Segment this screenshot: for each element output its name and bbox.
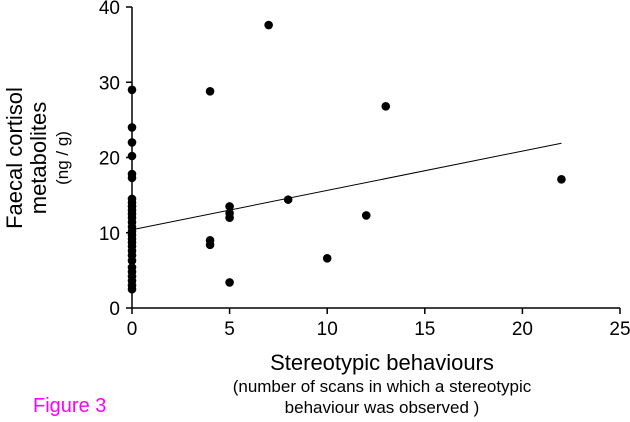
x-tick-label: 25 bbox=[609, 319, 630, 340]
data-point bbox=[127, 123, 137, 132]
data-point bbox=[225, 278, 234, 287]
data-point bbox=[127, 256, 137, 265]
data-point bbox=[127, 173, 137, 183]
x-axis-subtitle-line1: (number of scans in which a stereotypic bbox=[233, 377, 532, 396]
trendline bbox=[131, 142, 562, 231]
data-point bbox=[264, 20, 273, 30]
y-axis-title: Faecal cortisol metabolites (ng / g) bbox=[2, 87, 72, 229]
x-tick-label: 5 bbox=[224, 319, 235, 340]
y-axis-title-line2: metabolites bbox=[26, 102, 51, 215]
data-point bbox=[381, 102, 391, 111]
data-point bbox=[127, 151, 137, 161]
y-axis-title-line1: Faecal cortisol bbox=[2, 87, 27, 229]
x-ticks: 0 5 10 15 20 25 bbox=[127, 308, 630, 340]
y-axis-unit: (ng / g) bbox=[53, 131, 72, 185]
data-point bbox=[283, 195, 293, 204]
x-tick-label: 10 bbox=[317, 319, 338, 340]
figure-label: Figure 3 bbox=[33, 395, 106, 417]
data-point bbox=[205, 86, 215, 96]
data-point bbox=[205, 240, 215, 250]
data-point bbox=[127, 85, 137, 95]
y-tick-label: 0 bbox=[109, 299, 120, 320]
y-tick-label: 40 bbox=[99, 0, 120, 19]
data-point bbox=[557, 175, 566, 184]
data-point bbox=[361, 211, 371, 220]
data-point bbox=[225, 202, 234, 211]
data-point bbox=[127, 284, 137, 294]
x-axis-subtitle-line2: behaviour was observed ) bbox=[285, 398, 480, 417]
y-axis: 0 10 20 30 40 bbox=[99, 0, 133, 320]
data-point bbox=[225, 213, 234, 222]
data-point bbox=[127, 138, 137, 147]
y-tick-label: 20 bbox=[99, 149, 120, 170]
x-axis: 0 5 10 15 20 25 bbox=[127, 307, 630, 340]
y-tick-label: 30 bbox=[99, 73, 120, 94]
data-points bbox=[127, 20, 566, 294]
y-tick-label: 10 bbox=[99, 224, 120, 245]
x-tick-label: 0 bbox=[127, 319, 138, 340]
data-point bbox=[322, 254, 332, 263]
x-axis-title: Stereotypic behaviours bbox=[270, 350, 494, 375]
y-ticks: 0 10 20 30 40 bbox=[99, 0, 132, 320]
x-tick-label: 15 bbox=[414, 319, 435, 340]
x-tick-label: 20 bbox=[512, 319, 533, 340]
